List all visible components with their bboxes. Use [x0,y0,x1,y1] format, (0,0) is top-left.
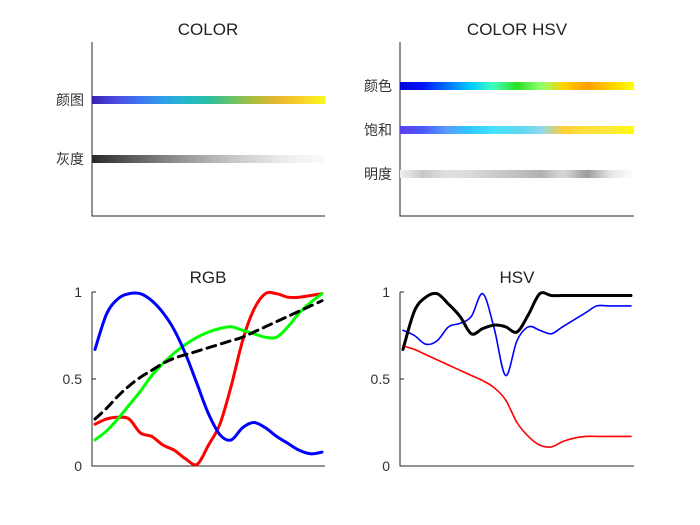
colorbar-row-label: 灰度 [56,152,84,168]
y-tick-label: 0.5 [63,371,83,387]
panel-rgb: RGB 00.51 [63,268,325,474]
panel-hsv-title: HSV [500,268,536,287]
panel-rgb-axes [91,292,325,467]
colorbar-row-1 [92,155,325,163]
colorbar-row-2 [400,170,634,178]
panel-rgb-plot: 00.51 [63,284,324,474]
y-tick-label: 1 [382,284,390,300]
series-line-3 [93,299,324,421]
series-line-0 [93,290,324,467]
colorbar-row-label: 饱和 [364,123,392,139]
panel-hsv-plot: 00.51 [371,284,633,474]
colorbar-row-0 [400,82,634,90]
colorbar-row-label: 明度 [364,167,392,183]
panel-hsv-axes [399,292,634,467]
colorbar-row-0 [92,96,325,104]
panel-color-hsv-title: COLOR HSV [467,20,568,39]
series-line-1 [93,292,324,442]
y-tick-label: 0.5 [371,371,391,387]
panel-color-title: COLOR [178,20,238,39]
y-tick-label: 0 [382,458,390,474]
colorbar-row-label: 颜色 [364,78,392,95]
panel-hsv: HSV 00.51 [371,268,634,474]
series-line-0 [402,345,632,448]
panel-color: COLOR 颜图 灰度 [56,20,325,217]
colorbar-row-1 [400,126,634,134]
series-line-2 [93,291,324,456]
panel-rgb-title: RGB [190,268,227,287]
panel-color-hsv: COLOR HSV 颜色 饱和 明度 [364,20,634,217]
colorbar-row-label: 颜图 [56,93,84,109]
series-line-2 [401,291,633,351]
panel-color-axes [91,42,325,217]
y-tick-label: 0 [74,458,82,474]
y-tick-label: 1 [74,284,82,300]
panel-color-hsv-axes [399,42,634,217]
series-line-1 [402,292,632,377]
